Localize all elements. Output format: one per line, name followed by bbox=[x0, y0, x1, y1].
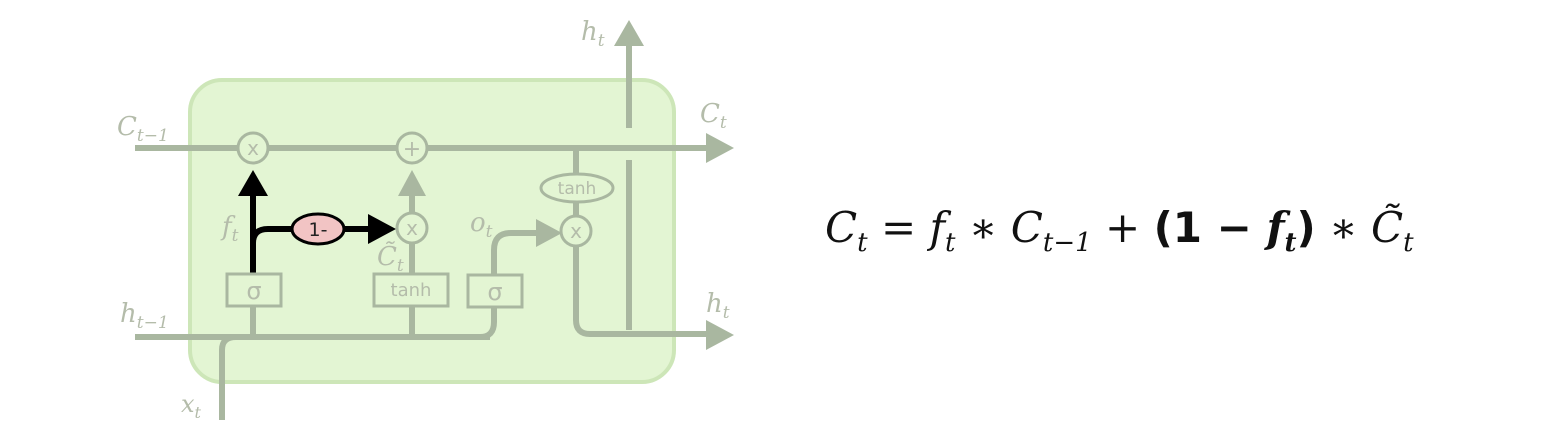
tanh-output-op: tanh bbox=[539, 172, 615, 204]
label-h-top: ht bbox=[581, 17, 605, 51]
one-minus-op: 1- bbox=[290, 212, 346, 246]
sigma-output-gate: σ bbox=[466, 273, 524, 309]
label-c-prev: Ct−1 bbox=[117, 112, 169, 146]
mult-input-op: x bbox=[395, 211, 429, 245]
mult-forget-symbol: x bbox=[247, 136, 259, 160]
lstm-cell-box bbox=[188, 78, 676, 384]
add-cell-symbol: + bbox=[403, 137, 421, 162]
mult-output-symbol: x bbox=[570, 219, 582, 243]
input-arrowhead-up bbox=[398, 170, 426, 196]
tanh-candidate-gate: tanh bbox=[372, 272, 450, 308]
sigma-forget-gate: σ bbox=[225, 272, 283, 308]
label-x-input: xt bbox=[181, 390, 202, 422]
hidden-top-arrowhead bbox=[614, 20, 644, 46]
add-cell-op: + bbox=[395, 131, 429, 165]
label-c-out: Ct bbox=[700, 99, 727, 133]
tanh-candidate-label: tanh bbox=[391, 280, 432, 301]
mult-output-op: x bbox=[559, 214, 593, 248]
mult-input-symbol: x bbox=[406, 216, 418, 240]
one-minus-arrowhead bbox=[368, 214, 396, 244]
output-gate-arrowhead bbox=[536, 219, 562, 247]
hidden-input-lines bbox=[135, 44, 712, 420]
cell-state-arrowhead bbox=[706, 133, 734, 163]
forget-gate-highlight bbox=[250, 196, 372, 274]
equation: Ct = ft ∗ Ct−1 + (1 − ft) ∗ C̃t bbox=[825, 202, 1414, 258]
label-c-tilde: C̃t bbox=[377, 241, 404, 276]
forget-arrowhead-up bbox=[238, 170, 268, 196]
mult-forget-op: x bbox=[236, 131, 270, 165]
tanh-output-label: tanh bbox=[558, 179, 597, 199]
sigma-forget-label: σ bbox=[246, 277, 261, 305]
one-minus-label: 1- bbox=[309, 219, 328, 241]
sigma-output-label: σ bbox=[487, 278, 502, 306]
hidden-out-arrowhead bbox=[706, 320, 734, 350]
label-o-gate: ot bbox=[470, 208, 493, 242]
label-h-out: ht bbox=[706, 289, 730, 323]
label-h-prev: ht−1 bbox=[120, 299, 169, 333]
